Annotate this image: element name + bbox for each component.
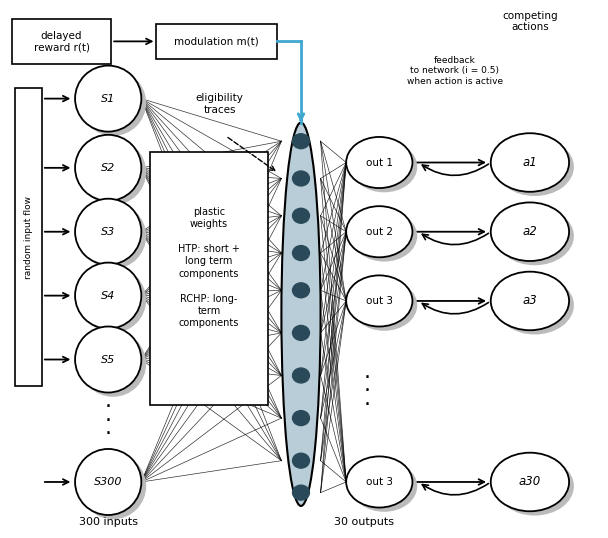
Text: S5: S5 <box>101 355 116 365</box>
Ellipse shape <box>346 206 412 257</box>
Text: eligibility
traces: eligibility traces <box>196 93 244 115</box>
Text: S2: S2 <box>101 163 116 173</box>
Text: 300 inputs: 300 inputs <box>78 517 137 527</box>
Circle shape <box>292 245 309 260</box>
Text: a3: a3 <box>522 294 537 307</box>
Ellipse shape <box>80 331 146 397</box>
Ellipse shape <box>75 66 141 132</box>
Ellipse shape <box>491 452 569 511</box>
Ellipse shape <box>496 457 574 515</box>
Ellipse shape <box>75 263 141 329</box>
Text: out 3: out 3 <box>366 296 393 306</box>
Bar <box>15 88 42 386</box>
Ellipse shape <box>80 453 146 519</box>
Ellipse shape <box>346 275 412 327</box>
Ellipse shape <box>80 203 146 269</box>
Text: a2: a2 <box>522 225 537 238</box>
Ellipse shape <box>80 267 146 333</box>
Bar <box>150 152 268 405</box>
Text: S3: S3 <box>101 226 116 237</box>
Ellipse shape <box>496 207 574 265</box>
Text: a1: a1 <box>522 156 537 169</box>
Ellipse shape <box>351 141 417 192</box>
Ellipse shape <box>80 70 146 136</box>
Text: feedback
to network (i = 0.5)
when action is active: feedback to network (i = 0.5) when actio… <box>407 56 503 86</box>
Circle shape <box>292 208 309 223</box>
Circle shape <box>292 325 309 341</box>
Text: S1: S1 <box>101 94 116 104</box>
Circle shape <box>292 453 309 468</box>
Circle shape <box>292 368 309 383</box>
Circle shape <box>292 410 309 426</box>
Text: out 1: out 1 <box>366 158 393 167</box>
Ellipse shape <box>351 280 417 331</box>
Ellipse shape <box>351 461 417 512</box>
Circle shape <box>292 134 309 148</box>
Bar <box>12 19 111 64</box>
Text: modulation m(t): modulation m(t) <box>174 37 259 46</box>
Ellipse shape <box>491 272 569 330</box>
Ellipse shape <box>346 456 412 507</box>
Ellipse shape <box>346 137 412 188</box>
Circle shape <box>292 171 309 186</box>
Text: ·: · <box>364 381 371 401</box>
Text: competing
actions: competing actions <box>502 11 558 32</box>
Text: out 3: out 3 <box>366 477 393 487</box>
Ellipse shape <box>496 138 574 196</box>
Ellipse shape <box>351 210 417 261</box>
Text: random input flow: random input flow <box>24 195 33 279</box>
Text: ·: · <box>364 395 371 415</box>
Ellipse shape <box>75 135 141 201</box>
Circle shape <box>292 485 309 500</box>
Text: S300: S300 <box>94 477 122 487</box>
Bar <box>156 24 277 59</box>
Text: a30: a30 <box>519 476 541 489</box>
Ellipse shape <box>75 199 141 265</box>
Text: ·: · <box>364 368 371 388</box>
Ellipse shape <box>491 133 569 192</box>
Text: ·: · <box>105 398 112 417</box>
Text: 30 outputs: 30 outputs <box>334 517 394 527</box>
Text: out 2: out 2 <box>366 226 393 237</box>
Ellipse shape <box>80 139 146 205</box>
Ellipse shape <box>75 449 141 515</box>
Text: delayed
reward r(t): delayed reward r(t) <box>33 31 89 52</box>
Ellipse shape <box>75 327 141 393</box>
Circle shape <box>292 283 309 298</box>
Text: ·: · <box>105 410 112 431</box>
Ellipse shape <box>496 276 574 335</box>
Ellipse shape <box>282 123 320 506</box>
Text: ·: · <box>105 424 112 444</box>
Ellipse shape <box>491 202 569 261</box>
Text: S4: S4 <box>101 291 116 301</box>
Text: plastic
weights

HTP: short +
long term
components

RCHP: long-
term
components: plastic weights HTP: short + long term c… <box>178 207 240 329</box>
